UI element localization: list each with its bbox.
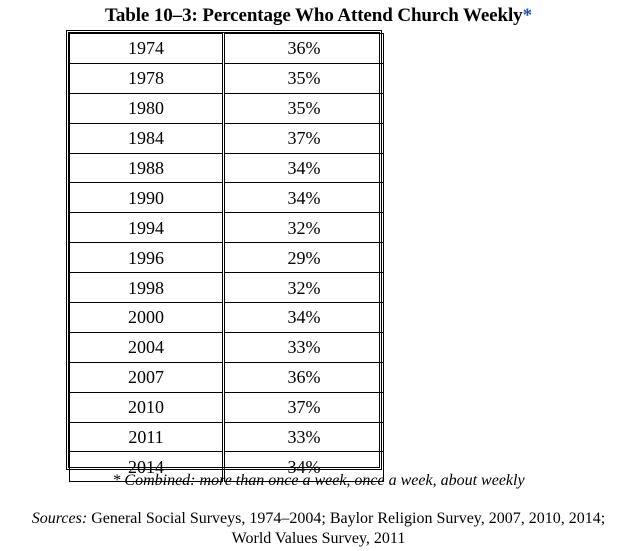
table-row: 1980 35% — [69, 92, 384, 124]
percent-cell: 36% — [222, 33, 384, 64]
table-row: 2014 34% — [69, 451, 384, 483]
attendance-table-body: 1974 36% 1978 35% 1980 35% 1984 37% 1988 34% 1990 3… — [69, 33, 384, 483]
percent-cell: 35% — [222, 92, 384, 124]
table-row: 2010 37% — [69, 391, 384, 423]
percent-cell: 37% — [222, 391, 384, 423]
year-cell: 2007 — [69, 361, 224, 393]
percent-cell: 33% — [222, 331, 384, 363]
sources-line1: General Social Surveys, 1974–2004; Baylo… — [91, 510, 606, 527]
attendance-table: 1974 36% 1978 35% 1980 35% 1984 37% 1988 34% 1990 3… — [69, 33, 384, 483]
title-asterisk: * — [522, 5, 533, 26]
table-title-text: Table 10–3: Percentage Who Attend Church… — [105, 5, 523, 26]
year-cell: 2000 — [69, 302, 224, 333]
percent-cell: 29% — [222, 242, 384, 274]
year-cell: 1998 — [69, 272, 224, 304]
table-row: 1974 36% — [69, 33, 384, 64]
percent-cell: 32% — [222, 272, 384, 304]
table-row: 1978 35% — [69, 62, 384, 94]
percent-cell: 33% — [222, 421, 384, 453]
table-row: 1998 32% — [69, 272, 384, 304]
percent-cell: 34% — [222, 451, 384, 483]
year-cell: 1980 — [69, 92, 224, 124]
table-row: 2011 33% — [69, 421, 384, 453]
year-cell: 1978 — [69, 62, 224, 94]
footnote: * Combined: more than once a week, once … — [112, 472, 525, 489]
year-cell: 1996 — [69, 242, 224, 274]
percent-cell: 37% — [222, 122, 384, 154]
table-row: 1990 34% — [69, 182, 384, 214]
percent-cell: 36% — [222, 361, 384, 393]
percent-cell: 34% — [222, 182, 384, 214]
percent-cell: 32% — [222, 212, 384, 244]
year-cell: 1988 — [69, 152, 224, 184]
attendance-table-container: 1974 36% 1978 35% 1980 35% 1984 37% 1988 34% 1990 3… — [66, 30, 384, 483]
table-row: 1984 37% — [69, 122, 384, 154]
sources-line2: World Values Survey, 2011 — [231, 530, 406, 547]
table-row: 1988 34% — [69, 152, 384, 184]
table-row: 1996 29% — [69, 242, 384, 274]
year-cell: 2004 — [69, 331, 224, 363]
sources-note: Sources: General Social Surveys, 1974–20… — [0, 509, 637, 549]
percent-cell: 34% — [222, 302, 384, 333]
percent-cell: 34% — [222, 152, 384, 184]
percent-cell: 35% — [222, 62, 384, 94]
year-cell: 2010 — [69, 391, 224, 423]
year-cell: 1974 — [69, 33, 224, 64]
table-title: Table 10–3: Percentage Who Attend Church… — [0, 5, 637, 27]
table-row: 2000 34% — [69, 302, 384, 333]
sources-label: Sources: — [31, 510, 88, 527]
year-cell: 2014 — [69, 451, 224, 483]
table-row: 2007 36% — [69, 361, 384, 393]
table-row: 2004 33% — [69, 331, 384, 363]
table-row: 1994 32% — [69, 212, 384, 244]
year-cell: 2011 — [69, 421, 224, 453]
year-cell: 1994 — [69, 212, 224, 244]
year-cell: 1984 — [69, 122, 224, 154]
year-cell: 1990 — [69, 182, 224, 214]
